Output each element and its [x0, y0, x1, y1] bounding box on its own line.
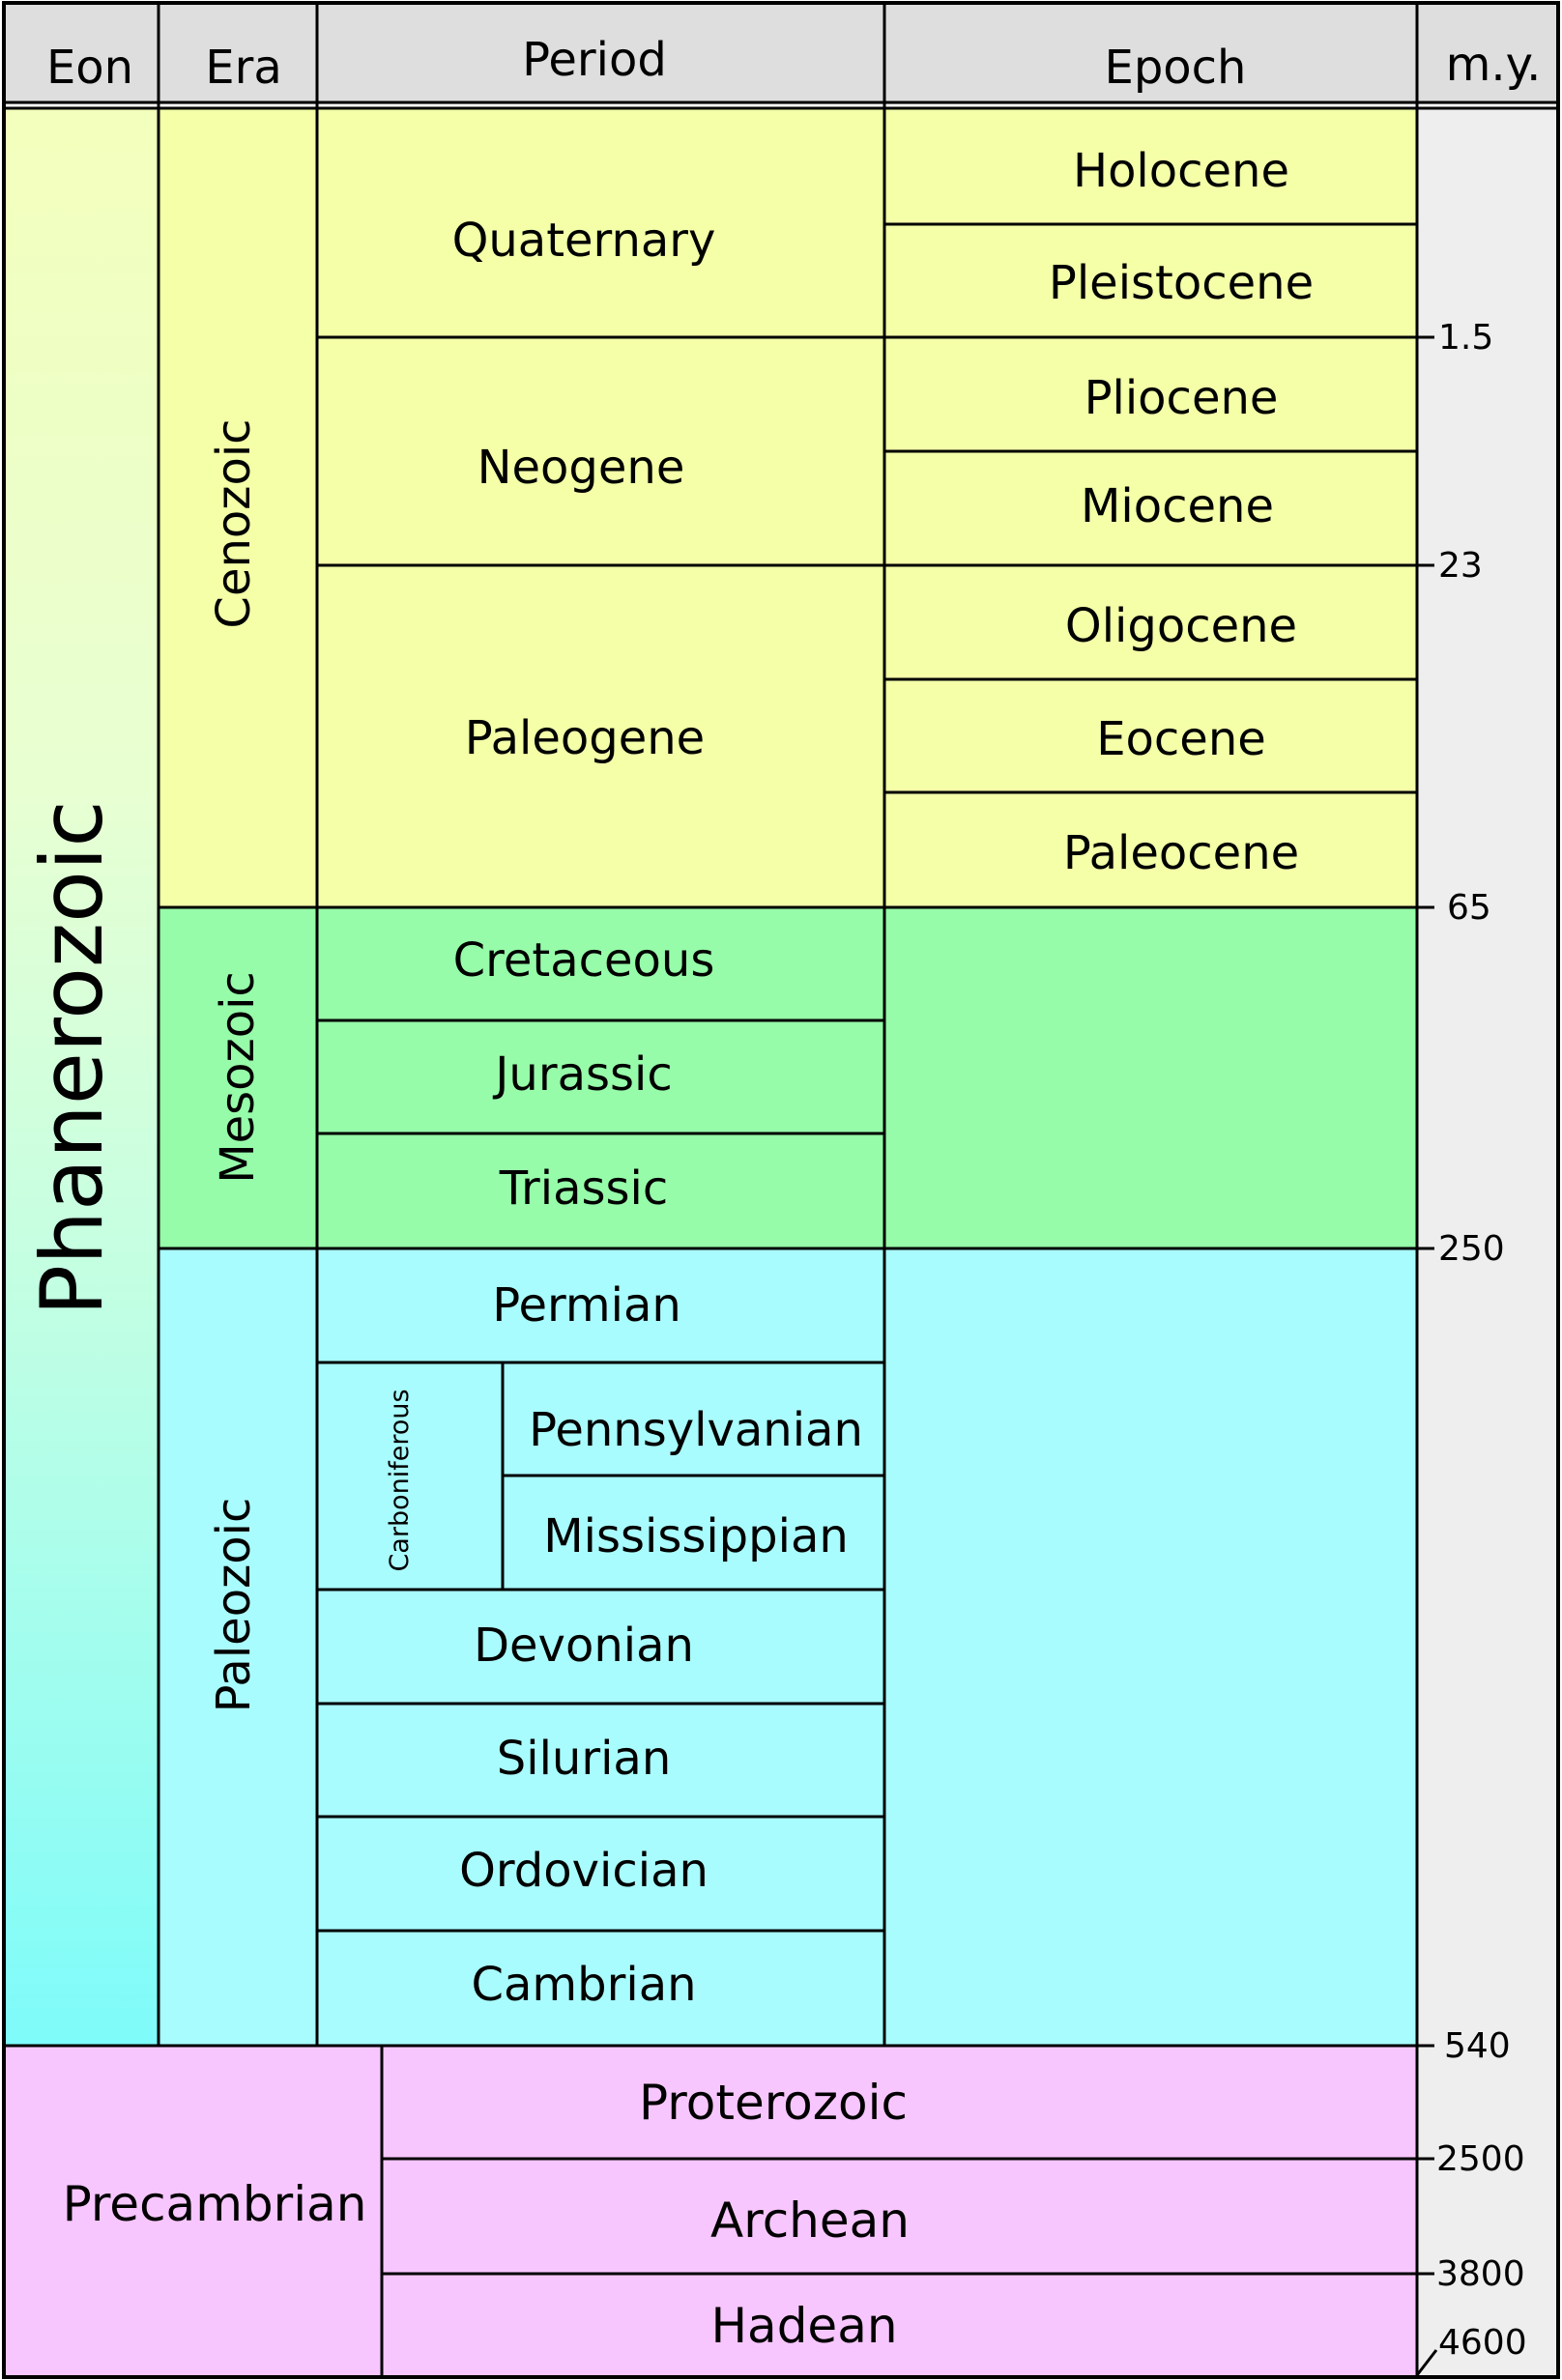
age-label-4600: 4600: [1438, 2323, 1527, 2363]
age-label-540: 540: [1444, 2026, 1511, 2066]
period-cambrian: Cambrian: [471, 1958, 696, 2012]
epoch-eocene: Eocene: [1096, 712, 1266, 766]
cenozoic-band: [159, 108, 1417, 907]
age-label-3800: 3800: [1436, 2254, 1525, 2294]
period-jurassic: Jurassic: [492, 1047, 672, 1102]
period-neogene: Neogene: [477, 441, 685, 495]
epoch-pleistocene: Pleistocene: [1049, 256, 1314, 310]
header-period: Period: [522, 33, 667, 87]
era-mesozoic: Mesozoic: [211, 971, 265, 1184]
age-label-250: 250: [1438, 1229, 1505, 1269]
precambrian-archean: Archean: [710, 2193, 910, 2249]
precambrian-proterozoic: Proterozoic: [639, 2075, 908, 2131]
epoch-pliocene: Pliocene: [1085, 371, 1279, 425]
period-carboniferous: Carboniferous: [385, 1389, 415, 1571]
era-cenozoic: Cenozoic: [207, 418, 261, 628]
epoch-holocene: Holocene: [1073, 144, 1289, 198]
era-paleozoic: Paleozoic: [207, 1498, 261, 1713]
eon-precambrian: Precambrian: [63, 2176, 367, 2232]
header-row: [4, 3, 1558, 104]
paleozoic-band: [159, 1248, 1417, 2046]
period-devonian: Devonian: [474, 1619, 694, 1673]
age-label-23: 23: [1438, 546, 1483, 586]
age-label-2500: 2500: [1436, 2139, 1525, 2179]
period-mississippian: Mississippian: [543, 1509, 849, 1563]
period-silurian: Silurian: [497, 1732, 671, 1786]
header-epoch: Epoch: [1105, 41, 1247, 95]
eon-phanerozoic: Phanerozoic: [22, 800, 122, 1316]
age-label-65: 65: [1447, 888, 1491, 928]
period-cretaceous: Cretaceous: [453, 933, 715, 988]
period-triassic: Triassic: [499, 1161, 669, 1216]
header-era: Era: [205, 41, 281, 95]
header-eon: Eon: [46, 41, 133, 95]
epoch-miocene: Miocene: [1081, 479, 1274, 533]
mesozoic-band: [159, 907, 1417, 1248]
period-pennsylvanian: Pennsylvanian: [529, 1403, 863, 1457]
header-my: m.y.: [1446, 38, 1542, 92]
epoch-oligocene: Oligocene: [1065, 599, 1297, 653]
ages-column: [1417, 108, 1558, 2377]
age-label-1-5: 1.5: [1438, 318, 1493, 358]
precambrian-hadean: Hadean: [710, 2298, 897, 2354]
period-ordovician: Ordovician: [459, 1844, 709, 1898]
period-paleogene: Paleogene: [465, 711, 705, 765]
precambrian-band: [5, 2046, 1417, 2377]
period-quaternary: Quaternary: [452, 214, 716, 268]
epoch-paleocene: Paleocene: [1063, 826, 1299, 880]
phanerozoic-cell: [5, 108, 158, 2046]
period-permian: Permian: [492, 1278, 681, 1333]
